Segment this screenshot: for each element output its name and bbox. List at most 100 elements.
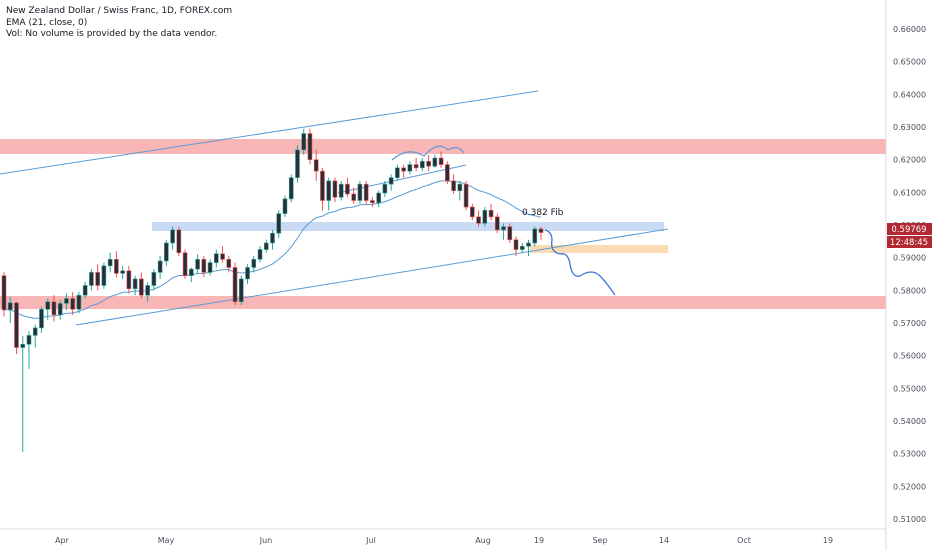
candle-body bbox=[420, 161, 425, 169]
candle-body bbox=[195, 259, 200, 270]
candle-body bbox=[332, 180, 338, 198]
fib-zone[interactable] bbox=[152, 222, 664, 231]
support-zone[interactable] bbox=[530, 245, 668, 253]
candle-body bbox=[463, 183, 469, 208]
candle-body bbox=[276, 213, 282, 234]
candles-layer bbox=[1, 128, 544, 453]
candle-body bbox=[370, 200, 375, 204]
y-tick-label: 0.51000 bbox=[893, 515, 926, 524]
y-tick-label: 0.59000 bbox=[893, 254, 926, 263]
symbol-title[interactable]: New Zealand Dollar / Swiss Franc, 1D, FO… bbox=[6, 6, 233, 16]
candle-body bbox=[532, 228, 538, 244]
candle-body bbox=[288, 177, 294, 200]
candle-body bbox=[432, 157, 438, 167]
candle-body bbox=[189, 268, 194, 276]
candle-body bbox=[107, 259, 113, 267]
x-axis[interactable]: Apr May Jun Jul Aug 19 Sep 14 Oct 19 bbox=[55, 536, 833, 545]
candle-body bbox=[513, 239, 519, 250]
candle-body bbox=[407, 164, 413, 172]
candle-body bbox=[295, 149, 300, 178]
x-tick-label: Aug bbox=[475, 536, 491, 545]
countdown-label: 12:48:45 bbox=[890, 238, 928, 248]
last-price-tag: 0.59769 bbox=[887, 223, 932, 235]
candle-body bbox=[351, 193, 356, 201]
candle-body bbox=[501, 226, 506, 231]
x-tick-label: Sep bbox=[592, 536, 607, 545]
x-tick-label: 14 bbox=[659, 536, 669, 545]
candle-body bbox=[445, 164, 450, 182]
candle-body bbox=[70, 298, 75, 310]
candle-body bbox=[426, 161, 431, 167]
candle-body bbox=[14, 302, 19, 348]
projected-path[interactable] bbox=[544, 229, 616, 296]
candle-body bbox=[301, 133, 307, 151]
candle-body bbox=[132, 278, 138, 290]
x-tick-label: 19 bbox=[823, 536, 833, 545]
head-shoulders-arc[interactable] bbox=[391, 145, 465, 161]
candle-body bbox=[307, 133, 313, 160]
candle-body bbox=[357, 183, 363, 201]
candle-body bbox=[320, 170, 325, 201]
candle-body bbox=[89, 272, 94, 286]
candle-body bbox=[220, 253, 225, 260]
candle-body bbox=[245, 267, 250, 280]
y-tick-label: 0.52000 bbox=[893, 482, 926, 491]
ema-legend[interactable]: EMA (21, close, 0) bbox=[6, 17, 88, 28]
upper-channel-line[interactable] bbox=[0, 90, 539, 175]
candle-body bbox=[82, 285, 88, 296]
y-tick-label: 0.62000 bbox=[893, 156, 926, 165]
drawings-layer bbox=[0, 90, 669, 326]
candle-body bbox=[338, 183, 344, 198]
candle-body bbox=[395, 167, 400, 178]
x-tick-label: Jun bbox=[259, 536, 273, 545]
chart-legend: New Zealand Dollar / Swiss Franc, 1D, FO… bbox=[6, 6, 232, 41]
candle-body bbox=[232, 267, 238, 303]
candle-body bbox=[157, 260, 163, 273]
candle-body bbox=[214, 253, 219, 263]
candle-body bbox=[263, 242, 269, 250]
candle-body bbox=[438, 157, 444, 165]
x-tick-label: 19 bbox=[534, 536, 544, 545]
candle-body bbox=[145, 285, 150, 296]
candle-body bbox=[182, 252, 188, 276]
candle-body bbox=[345, 183, 350, 195]
y-tick-label: 0.61000 bbox=[893, 188, 926, 197]
candle-body bbox=[114, 259, 119, 274]
candle-body bbox=[126, 270, 132, 290]
candle-body bbox=[251, 259, 257, 268]
candle-body bbox=[1, 275, 7, 311]
lower-channel-line[interactable] bbox=[75, 228, 669, 326]
candle-body bbox=[39, 309, 44, 329]
candle-body bbox=[45, 301, 51, 310]
candle-body bbox=[270, 232, 275, 244]
candle-body bbox=[526, 242, 531, 247]
candle-body bbox=[120, 270, 125, 274]
candle-body bbox=[257, 249, 263, 260]
candle-body bbox=[176, 229, 182, 254]
candle-body bbox=[64, 298, 69, 304]
countdown-tag: 12:48:45 bbox=[887, 236, 932, 248]
y-axis[interactable]: 0.66000 0.65000 0.64000 0.63000 0.62000 0.610… bbox=[893, 25, 926, 524]
fib-annotation: 0.382 Fib bbox=[522, 208, 564, 218]
y-tick-label: 0.63000 bbox=[893, 123, 926, 132]
y-tick-label: 0.57000 bbox=[893, 319, 926, 328]
candle-body bbox=[238, 278, 244, 303]
target-zone[interactable] bbox=[0, 296, 886, 309]
candle-body bbox=[363, 183, 369, 201]
candle-body bbox=[494, 216, 500, 231]
candle-body bbox=[7, 302, 13, 311]
y-tick-label: 0.58000 bbox=[893, 286, 926, 295]
candle-body bbox=[388, 177, 394, 185]
candle-body bbox=[376, 192, 381, 204]
candle-body bbox=[326, 180, 331, 201]
candle-body bbox=[26, 335, 32, 345]
candle-body bbox=[382, 183, 388, 194]
y-tick-label: 0.65000 bbox=[893, 58, 926, 67]
last-price-label: 0.59769 bbox=[891, 225, 926, 235]
candle-body bbox=[151, 272, 157, 286]
y-tick-label: 0.56000 bbox=[893, 352, 926, 361]
candle-body bbox=[76, 294, 82, 310]
candle-body bbox=[164, 242, 169, 262]
candle-body bbox=[457, 183, 463, 192]
